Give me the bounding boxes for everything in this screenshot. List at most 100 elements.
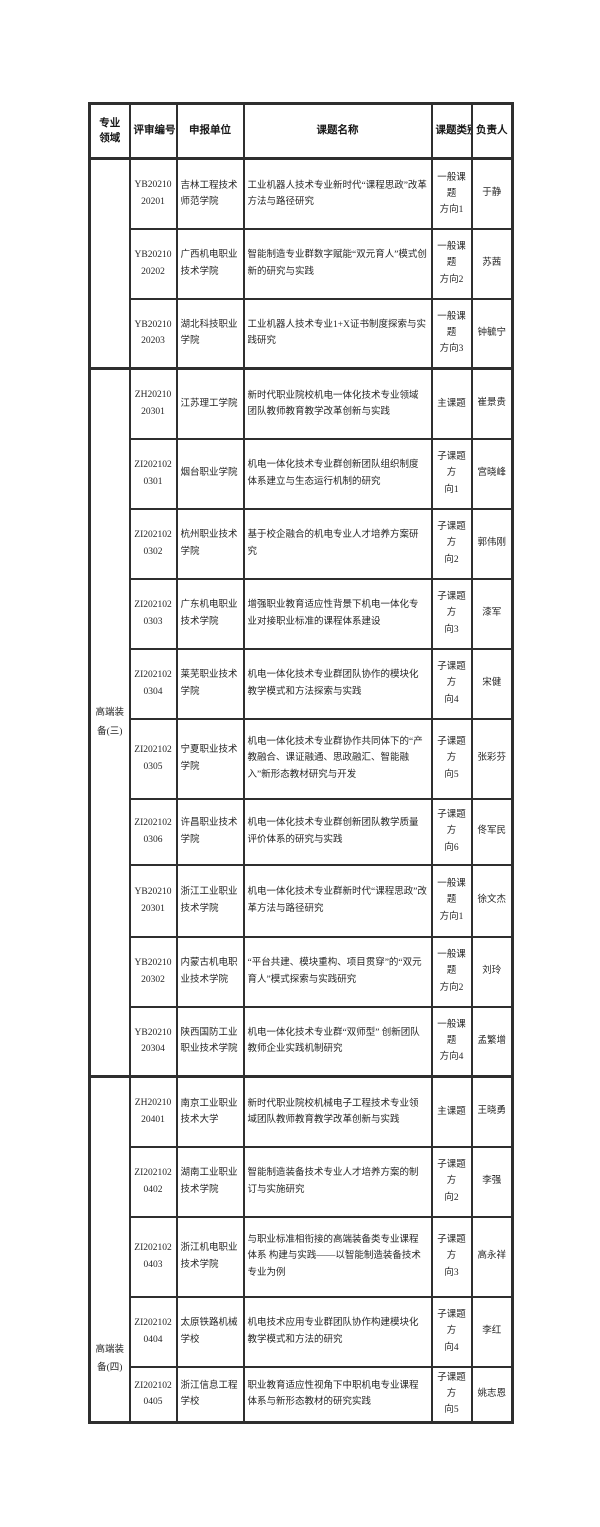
- cell-leader: 苏茜: [470, 227, 514, 300]
- cell-review-code: ZI2021020405: [128, 1365, 178, 1424]
- table-row: YB2021020201 吉林工程技术师范学院 工业机器人技术专业新时代“课程思…: [88, 157, 514, 370]
- cell-review-code: YB2021020302: [128, 935, 178, 1008]
- cell-category: 主课题: [430, 1075, 473, 1148]
- table-row: ZI2021020305 宁夏职业技术学院 机电一体化技术专业群协作共同体下的“…: [90, 717, 514, 800]
- cell-leader: 佟军民: [470, 797, 514, 866]
- cell-unit: 内蒙古机电职业技术学院: [175, 935, 245, 1008]
- cell-unit: 湖南工业职业技术学院: [175, 1145, 245, 1218]
- column-header-review-code: 评审编号: [128, 102, 178, 160]
- cell-category: 子课题方 向5: [430, 1365, 473, 1424]
- cell-review-code: YB2021020301: [128, 863, 178, 938]
- cell-leader: 刘玲: [470, 935, 514, 1008]
- cell-review-code: YB2021020203: [128, 297, 178, 370]
- cell-review-code: ZI2021020402: [128, 1145, 178, 1218]
- cell-title: 智能制造装备技术专业人才培养方案的制订与实施研究: [242, 1145, 433, 1218]
- cell-review-code: ZI2021020301: [128, 437, 178, 510]
- cell-unit: 浙江信息工程学校: [175, 1365, 245, 1424]
- cell-unit: 太原铁路机械学校: [175, 1295, 245, 1368]
- cell-leader: 宋健: [470, 647, 514, 720]
- cell-review-code: ZI2021020306: [128, 797, 178, 866]
- header-row: 专业 领域 评审编号 申报单位 课题名称 课题类别 负责人: [88, 102, 514, 160]
- cell-category: 一般课题 方向1: [430, 157, 473, 230]
- cell-title: 工业机器人技术专业1+X证书制度探索与实践研究: [242, 297, 433, 370]
- cell-unit: 江苏理工学院: [175, 367, 245, 440]
- cell-leader: 徐文杰: [470, 863, 514, 938]
- cell-title: 与职业标准相衔接的高端装备类专业课程体系 构建与实践——以智能制造装备技术专业为…: [242, 1215, 433, 1298]
- projects-table: 专业 领域 评审编号 申报单位 课题名称 课题类别 负责人 YB20210202…: [88, 102, 514, 1424]
- table-row: ZI2021020304 莱芜职业技术学院 机电一体化技术专业群团队协作的模块化…: [90, 647, 514, 720]
- cell-review-code: ZI2021020304: [128, 647, 178, 720]
- cell-category: 一般课题 方向2: [430, 935, 473, 1008]
- column-header-leader: 负责人: [470, 102, 514, 160]
- cell-title: 机电一体化技术专业群创新团队教学质量评价体系的研究与实践: [242, 797, 433, 866]
- cell-review-code: ZI2021020403: [128, 1215, 178, 1298]
- cell-unit: 浙江工业职业技术学院: [175, 863, 245, 938]
- cell-leader: 李强: [470, 1145, 514, 1218]
- cell-title: 增强职业教育适应性背景下机电一体化专业对接职业标准的课程体系建设: [242, 577, 433, 650]
- cell-review-code: ZI2021020302: [128, 507, 178, 580]
- cell-category: 子课题方 向4: [430, 1295, 473, 1368]
- cell-category: 子课题方 向1: [430, 437, 473, 510]
- cell-review-code: ZH2021020401: [128, 1075, 178, 1148]
- cell-category: 子课题方 向3: [430, 577, 473, 650]
- table-row: 高端装 备(四) ZH2021020401 南京工业职业技术大学 新时代职业院校…: [88, 1075, 514, 1424]
- cell-unit: 烟台职业学院: [175, 437, 245, 510]
- cell-leader: 张彩芬: [470, 717, 514, 800]
- cell-category: 一般课题 方向4: [430, 1005, 473, 1078]
- cell-title: 机电一体化技术专业群团队协作的模块化教学模式和方法探索与实践: [242, 647, 433, 720]
- table-row: ZI2021020302 杭州职业技术学院 基于校企融合的机电专业人才培养方案研…: [90, 507, 514, 580]
- cell-category: 子课题方 向4: [430, 647, 473, 720]
- table-row: ZI2021020306 许昌职业技术学院 机电一体化技术专业群创新团队教学质量…: [90, 797, 514, 866]
- cell-title: “平台共建、模块重构、项目贯穿”的“双元育人”模式探索与实践研究: [242, 935, 433, 1008]
- cell-unit: 广西机电职业技术学院: [175, 227, 245, 300]
- table-row: YB2021020202 广西机电职业技术学院 智能制造专业群数字赋能“双元育人…: [90, 227, 514, 300]
- cell-category: 子课题方 向3: [430, 1215, 473, 1298]
- table-row: ZI2021020404 太原铁路机械学校 机电技术应用专业群团队协作构建模块化…: [90, 1295, 514, 1368]
- cell-title: 智能制造专业群数字赋能“双元育人”模式创新的研究与实践: [242, 227, 433, 300]
- table-row: YB2021020203 湖北科技职业学院 工业机器人技术专业1+X证书制度探索…: [90, 297, 514, 370]
- cell-leader: 漆军: [470, 577, 514, 650]
- cell-category: 子课题方 向5: [430, 717, 473, 800]
- cell-leader: 宫晓峰: [470, 437, 514, 510]
- cell-review-code: ZH2021020301: [128, 367, 178, 440]
- table-row: 高端装 备(三) ZH2021020301 江苏理工学院 新时代职业院校机电一体…: [88, 367, 514, 1078]
- cell-leader: 郭伟刚: [470, 507, 514, 580]
- table-row: YB2021020301 浙江工业职业技术学院 机电一体化技术专业群新时代“课程…: [90, 863, 514, 938]
- section-label: [88, 157, 131, 370]
- cell-leader: 于静: [470, 157, 514, 230]
- cell-leader: 王晓勇: [470, 1075, 514, 1148]
- table-row: ZI2021020301 烟台职业学院 机电一体化技术专业群创新团队组织制度体系…: [90, 437, 514, 510]
- table-row: YB2021020302 内蒙古机电职业技术学院 “平台共建、模块重构、项目贯穿…: [90, 935, 514, 1008]
- column-header-field: 专业 领域: [88, 102, 131, 160]
- cell-unit: 许昌职业技术学院: [175, 797, 245, 866]
- cell-unit: 浙江机电职业技术学院: [175, 1215, 245, 1298]
- cell-category: 子课题方 向2: [430, 507, 473, 580]
- cell-review-code: YB2021020202: [128, 227, 178, 300]
- cell-leader: 李红: [470, 1295, 514, 1368]
- cell-category: 一般课题 方向1: [430, 863, 473, 938]
- cell-review-code: YB2021020201: [128, 157, 178, 230]
- cell-category: 子课题方 向6: [430, 797, 473, 866]
- cell-unit: 广东机电职业技术学院: [175, 577, 245, 650]
- cell-unit: 南京工业职业技术大学: [175, 1075, 245, 1148]
- cell-leader: 姚志恩: [470, 1365, 514, 1424]
- cell-unit: 宁夏职业技术学院: [175, 717, 245, 800]
- table-row: ZI2021020405 浙江信息工程学校 职业教育适应性视角下中职机电专业课程…: [90, 1365, 514, 1424]
- column-header-unit: 申报单位: [175, 102, 245, 160]
- table-row: ZI2021020403 浙江机电职业技术学院 与职业标准相衔接的高端装备类专业…: [90, 1215, 514, 1298]
- cell-category: 一般课题 方向3: [430, 297, 473, 370]
- cell-leader: 高永祥: [470, 1215, 514, 1298]
- cell-review-code: ZI2021020303: [128, 577, 178, 650]
- table-row: YB2021020304 陕西国防工业职业技术学院 机电一体化技术专业群“双师型…: [90, 1005, 514, 1078]
- cell-category: 主课题: [430, 367, 473, 440]
- cell-unit: 莱芜职业技术学院: [175, 647, 245, 720]
- cell-review-code: ZI2021020305: [128, 717, 178, 800]
- cell-title: 职业教育适应性视角下中职机电专业课程体系与新形态教材的研究实践: [242, 1365, 433, 1424]
- cell-category: 一般课题 方向2: [430, 227, 473, 300]
- cell-title: 基于校企融合的机电专业人才培养方案研究: [242, 507, 433, 580]
- cell-unit: 吉林工程技术师范学院: [175, 157, 245, 230]
- cell-title: 新时代职业院校机电一体化技术专业领域团队教师教育教学改革创新与实践: [242, 367, 433, 440]
- cell-title: 机电一体化技术专业群创新团队组织制度体系建立与生态运行机制的研究: [242, 437, 433, 510]
- cell-unit: 陕西国防工业职业技术学院: [175, 1005, 245, 1078]
